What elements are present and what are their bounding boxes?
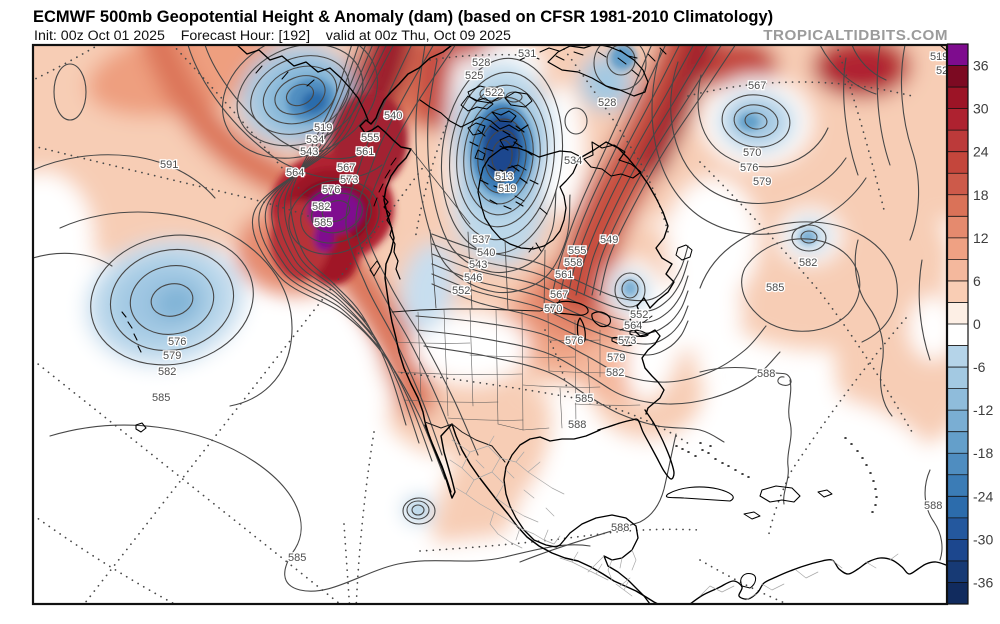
svg-text:18: 18 bbox=[973, 187, 989, 203]
svg-text:522: 522 bbox=[485, 87, 503, 99]
svg-text:552: 552 bbox=[630, 309, 648, 321]
svg-text:12: 12 bbox=[973, 230, 989, 246]
svg-text:576: 576 bbox=[565, 335, 583, 347]
svg-text:30: 30 bbox=[973, 101, 989, 117]
svg-text:582: 582 bbox=[799, 257, 817, 269]
svg-text:564: 564 bbox=[624, 320, 642, 332]
svg-text:528: 528 bbox=[472, 57, 490, 69]
svg-text:585: 585 bbox=[288, 552, 306, 564]
svg-text:570: 570 bbox=[544, 303, 562, 315]
svg-text:519: 519 bbox=[314, 122, 332, 134]
svg-text:-6: -6 bbox=[973, 359, 986, 375]
svg-text:576: 576 bbox=[740, 162, 758, 174]
svg-text:579: 579 bbox=[163, 350, 181, 362]
svg-text:564: 564 bbox=[286, 167, 304, 179]
svg-text:591: 591 bbox=[160, 159, 178, 171]
svg-text:543: 543 bbox=[300, 146, 318, 158]
svg-text:ECMWF 500mb Geopotential Heigh: ECMWF 500mb Geopotential Height & Anomal… bbox=[33, 8, 773, 26]
svg-text:588: 588 bbox=[611, 522, 629, 534]
svg-text:561: 561 bbox=[555, 269, 573, 281]
svg-text:582: 582 bbox=[312, 201, 330, 213]
svg-text:537: 537 bbox=[472, 234, 490, 246]
svg-text:555: 555 bbox=[568, 245, 586, 257]
svg-text:525: 525 bbox=[936, 65, 954, 77]
svg-text:573: 573 bbox=[340, 174, 358, 186]
svg-text:582: 582 bbox=[158, 366, 176, 378]
svg-text:558: 558 bbox=[564, 257, 582, 269]
svg-text:6: 6 bbox=[973, 273, 981, 289]
svg-text:567: 567 bbox=[550, 289, 568, 301]
svg-text:567: 567 bbox=[748, 80, 766, 92]
svg-text:546: 546 bbox=[464, 272, 482, 284]
svg-text:531: 531 bbox=[518, 48, 536, 60]
svg-text:549: 549 bbox=[600, 234, 618, 246]
svg-text:576: 576 bbox=[168, 336, 186, 348]
svg-text:585: 585 bbox=[152, 392, 170, 404]
svg-text:573: 573 bbox=[618, 335, 636, 347]
svg-text:579: 579 bbox=[607, 352, 625, 364]
svg-text:519: 519 bbox=[930, 51, 948, 63]
svg-text:0: 0 bbox=[973, 316, 981, 332]
svg-text:585: 585 bbox=[314, 217, 332, 229]
svg-text:534: 534 bbox=[564, 155, 582, 167]
svg-text:588: 588 bbox=[924, 500, 942, 512]
svg-text:585: 585 bbox=[575, 393, 593, 405]
svg-text:555: 555 bbox=[361, 132, 379, 144]
svg-text:588: 588 bbox=[757, 368, 775, 380]
svg-text:579: 579 bbox=[753, 176, 771, 188]
svg-text:552: 552 bbox=[452, 285, 470, 297]
svg-text:-24: -24 bbox=[973, 488, 993, 504]
svg-text:570: 570 bbox=[743, 147, 761, 159]
svg-text:585: 585 bbox=[766, 282, 784, 294]
svg-text:-12: -12 bbox=[973, 402, 993, 418]
svg-text:576: 576 bbox=[322, 184, 340, 196]
svg-text:-18: -18 bbox=[973, 445, 993, 461]
svg-text:561: 561 bbox=[356, 146, 374, 158]
svg-text:588: 588 bbox=[568, 419, 586, 431]
svg-text:519: 519 bbox=[498, 183, 516, 195]
svg-text:540: 540 bbox=[384, 110, 402, 122]
svg-text:Init: 00z Oct 01 2025 Forec: Init: 00z Oct 01 2025 Forecast Hour: [19… bbox=[34, 28, 511, 44]
svg-text:540: 540 bbox=[477, 247, 495, 259]
svg-text:TROPICALTIDBITS.COM: TROPICALTIDBITS.COM bbox=[763, 27, 948, 44]
svg-text:-36: -36 bbox=[973, 575, 993, 591]
svg-text:567: 567 bbox=[337, 162, 355, 174]
svg-text:24: 24 bbox=[973, 144, 989, 160]
svg-text:525: 525 bbox=[465, 70, 483, 82]
svg-text:36: 36 bbox=[973, 58, 989, 74]
svg-text:528: 528 bbox=[598, 97, 616, 109]
svg-text:-30: -30 bbox=[973, 531, 993, 547]
svg-text:513: 513 bbox=[495, 171, 513, 183]
svg-text:543: 543 bbox=[469, 259, 487, 271]
svg-text:534: 534 bbox=[306, 134, 324, 146]
svg-text:582: 582 bbox=[606, 367, 624, 379]
